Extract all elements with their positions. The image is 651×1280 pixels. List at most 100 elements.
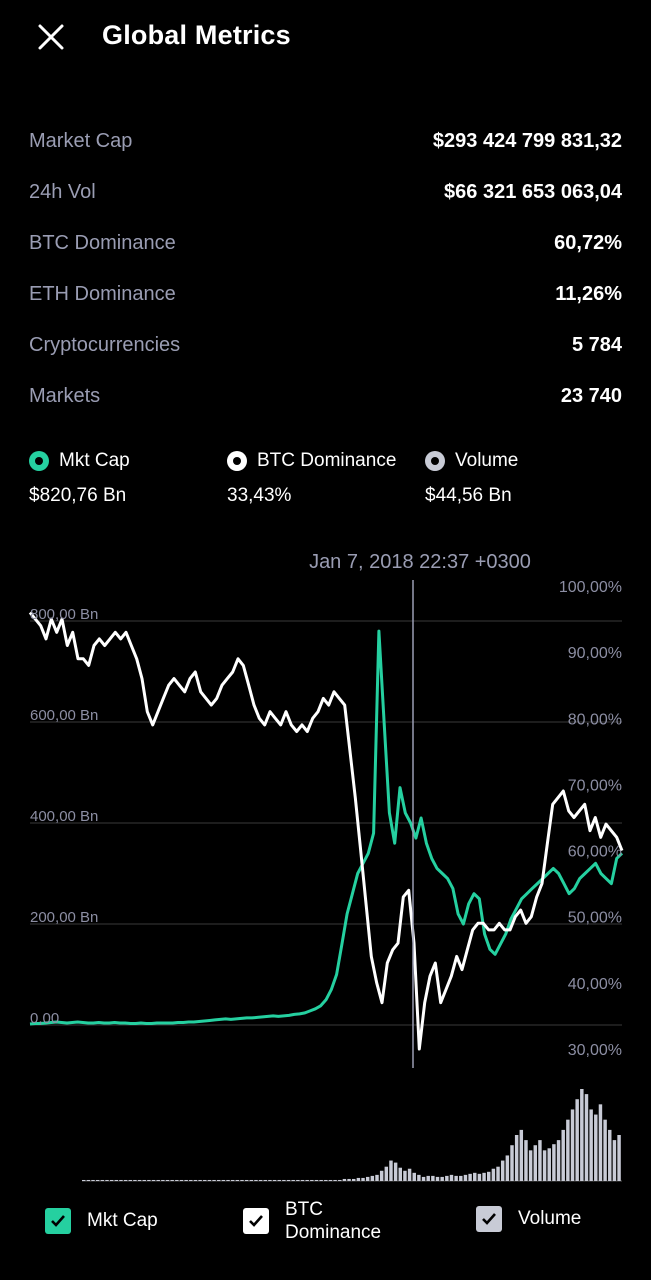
volume-bar <box>463 1174 468 1181</box>
volume-bar <box>324 1179 328 1181</box>
checkbox-checked-icon[interactable] <box>476 1206 502 1232</box>
volume-bar <box>319 1179 323 1181</box>
volume-bar <box>459 1175 463 1181</box>
volume-bar <box>421 1176 426 1181</box>
volume-bar <box>403 1170 407 1181</box>
right-tick-label: 70,00% <box>568 777 622 794</box>
volume-bar <box>528 1150 533 1181</box>
metrics-chart[interactable]: Jan 7, 2018 22:37 +0300 800,00 Bn 600,00 … <box>0 540 651 1200</box>
legend-label: BTC Dominance <box>257 450 397 471</box>
volume-bar <box>128 1179 133 1181</box>
volume-bar <box>277 1179 281 1181</box>
right-tick-label: 40,00% <box>568 976 622 993</box>
left-tick-label: 200,00 Bn <box>30 909 98 926</box>
left-tick-label: 400,00 Bn <box>30 808 98 825</box>
volume-bar <box>133 1179 137 1181</box>
volume-bar <box>147 1179 151 1181</box>
volume-bar <box>100 1179 105 1181</box>
volume-bar <box>151 1179 156 1181</box>
metric-row-markets: Markets 23 740 <box>29 371 622 422</box>
right-tick-label: 80,00% <box>568 711 622 728</box>
volume-bar <box>254 1179 258 1181</box>
volume-bar <box>207 1179 212 1181</box>
volume-bar <box>203 1179 207 1181</box>
volume-bar <box>519 1129 524 1181</box>
volume-bar <box>314 1179 319 1181</box>
metric-label: Market Cap <box>29 130 133 152</box>
volume-bar <box>170 1179 174 1181</box>
volume-bar <box>398 1167 403 1181</box>
metric-label: Markets <box>29 385 101 407</box>
volume-bar <box>156 1179 160 1181</box>
volume-bar <box>82 1179 86 1181</box>
legend-item-volume: Volume $44,56 Bn <box>425 450 518 507</box>
checkbox-checked-icon[interactable] <box>45 1208 71 1234</box>
toggle-btc-dominance[interactable]: BTC Dominance <box>243 1198 395 1244</box>
volume-bar <box>221 1179 226 1181</box>
volume-bar <box>514 1135 519 1181</box>
series-toggles: Mkt Cap BTC Dominance Volume <box>0 1196 651 1256</box>
metric-value: $66 321 653 063,04 <box>444 181 622 203</box>
volume-bar <box>370 1175 375 1181</box>
volume-bar <box>91 1179 95 1181</box>
legend-label: Mkt Cap <box>59 450 130 471</box>
metric-label: 24h Vol <box>29 181 96 203</box>
mkt-cap-line <box>29 629 624 1026</box>
volume-bar <box>365 1176 370 1181</box>
metric-label: BTC Dominance <box>29 232 176 254</box>
volume-bar <box>184 1179 188 1181</box>
volume-bar <box>575 1099 579 1181</box>
volume-bar <box>212 1179 216 1181</box>
volume-bar <box>561 1129 565 1181</box>
metric-value: 5 784 <box>571 334 622 356</box>
page-title: Global Metrics <box>102 20 291 50</box>
chart-legend: Mkt Cap $820,76 Bn BTC Dominance 33,43% … <box>29 450 629 520</box>
volume-bar <box>496 1166 500 1181</box>
close-button[interactable] <box>30 16 72 58</box>
volume-bar <box>580 1089 584 1181</box>
left-tick-label: 0,00 <box>30 1010 59 1027</box>
volume-bar <box>426 1175 430 1181</box>
close-icon[interactable] <box>37 23 65 51</box>
volume-bar <box>389 1160 393 1181</box>
volume-bar <box>286 1179 291 1181</box>
volume-bar <box>445 1175 449 1181</box>
volume-bar <box>500 1160 505 1181</box>
volume-bar <box>338 1179 342 1181</box>
volume-bar <box>407 1168 412 1181</box>
metric-value: 60,72% <box>554 232 622 254</box>
volume-bar <box>123 1179 128 1181</box>
volume-bar <box>198 1179 202 1181</box>
volume-bar <box>333 1179 337 1181</box>
volume-bar <box>552 1144 556 1181</box>
volume-bar <box>589 1109 593 1181</box>
volume-bar <box>431 1175 435 1181</box>
volume-bar <box>379 1170 384 1181</box>
toggle-label: Mkt Cap <box>87 1210 158 1231</box>
volume-bar <box>435 1176 440 1181</box>
chart-svg[interactable]: Jan 7, 2018 22:37 +0300 800,00 Bn 600,00 … <box>0 540 651 1200</box>
volume-bar <box>608 1129 612 1181</box>
toggle-mkt-cap[interactable]: Mkt Cap <box>45 1208 158 1234</box>
legend-item-mkt-cap: Mkt Cap $820,76 Bn <box>29 450 130 507</box>
toggle-volume[interactable]: Volume <box>476 1206 581 1232</box>
volume-bar <box>449 1174 454 1181</box>
metric-label: ETH Dominance <box>29 283 176 305</box>
volume-bar <box>296 1179 300 1181</box>
volume-bar <box>547 1148 551 1181</box>
legend-value: $820,76 Bn <box>29 485 127 506</box>
volume-bar <box>393 1162 398 1181</box>
legend-item-btc-dominance: BTC Dominance 33,43% <box>227 450 396 507</box>
volume-bar <box>505 1155 510 1181</box>
volume-dot-icon <box>425 451 445 471</box>
volume-bar <box>375 1174 379 1181</box>
volume-bar <box>524 1140 528 1181</box>
volume-bar <box>617 1135 621 1181</box>
legend-value: $44,56 Bn <box>425 485 512 506</box>
btc-dominance-line <box>28 611 624 1051</box>
checkbox-checked-icon[interactable] <box>243 1208 269 1234</box>
volume-bar <box>468 1173 472 1181</box>
volume-bar <box>328 1179 333 1181</box>
metric-row-24h-vol: 24h Vol $66 321 653 063,04 <box>29 167 622 218</box>
right-tick-label: 60,00% <box>568 844 622 861</box>
